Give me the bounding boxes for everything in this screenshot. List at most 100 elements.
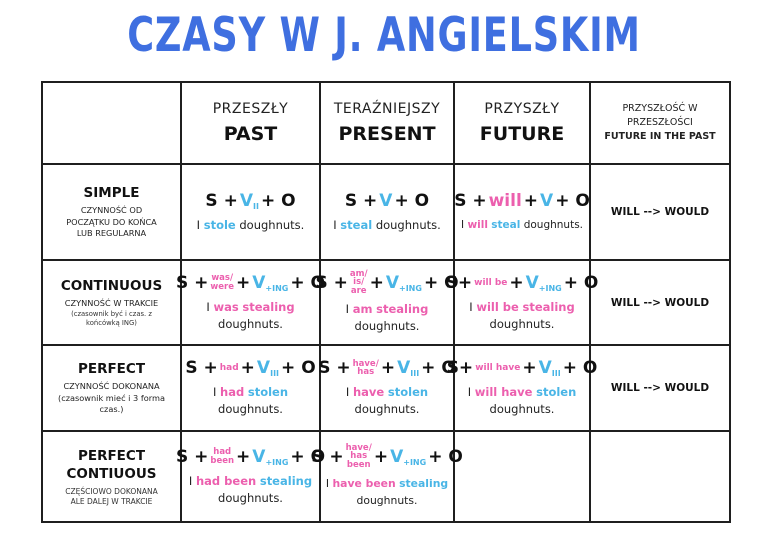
formula-auxiliary: am/is/are <box>349 268 368 296</box>
formula-object: + O <box>260 190 296 211</box>
formula: S + have/has + VIII + O <box>318 358 456 378</box>
formula-verb: V+ING <box>385 272 422 293</box>
row-name: PERFECT <box>77 447 146 464</box>
row-name: CONTIUOUS <box>66 465 157 482</box>
row-desc: CZYNNOŚĆ OD <box>80 205 143 216</box>
header-future-pl: PRZYSZŁY <box>484 101 560 117</box>
tenses-table: PRZESZŁY PAST TERAŹNIEJSZY PRESENT PRZYS… <box>41 81 731 523</box>
header-present-en: PRESENT <box>338 123 436 145</box>
header-future-in-past: PRZYSZŁOŚĆ W PRZESZŁOŚCI FUTURE IN THE P… <box>589 81 731 165</box>
would-rule: WILL --> WOULD <box>610 382 710 394</box>
example-sentence: I will be stealing doughnuts. <box>469 299 575 331</box>
formula-subject: S + <box>454 190 487 211</box>
row-name: CONTINUOUS <box>60 277 163 294</box>
example-sentence: I had been stealing doughnuts. <box>188 473 313 505</box>
formula: S + have/has been + V+ING + O <box>311 442 463 470</box>
formula: S + had been + V+ING + O <box>175 446 326 467</box>
row-note: (czasownik być i czas. z <box>71 310 152 319</box>
header-past: PRZESZŁY PAST <box>180 81 321 165</box>
formula-object: + O <box>394 190 430 211</box>
formula-auxiliary: will have <box>475 363 521 373</box>
header-fitp-pl2: PRZESZŁOŚCI <box>627 117 693 128</box>
formula-verb: V <box>540 190 554 211</box>
header-future: PRZYSZŁY FUTURE <box>453 81 591 165</box>
formula-subject: S + <box>205 190 238 211</box>
cell-past-perfect-continuous: S + had been + V+ING + O I had been steal… <box>175 430 326 523</box>
formula-auxiliary: was/were <box>210 273 234 292</box>
example-sentence: I have stolen doughnuts. <box>345 385 429 416</box>
row-label-simple: SIMPLE CZYNNOŚĆ OD POCZĄTKU DO KOŃCA LUB… <box>41 163 182 261</box>
cell-fitp-simple: WILL --> WOULD <box>589 163 731 261</box>
formula: S + V + O <box>323 191 451 211</box>
header-past-en: PAST <box>223 123 278 145</box>
cell-present-continuous: S + am/is/are + V+ING + O I am stealing d… <box>315 259 459 346</box>
row-desc: CZĘŚCIOWO DOKONANA <box>65 486 158 496</box>
row-perfect-continuous: PERFECT CONTIUOUS CZĘŚCIOWO DOKONANA ALE… <box>41 430 731 523</box>
header-fitp-en: FUTURE IN THE PAST <box>604 131 716 142</box>
formula-verb: V+ING <box>252 272 289 293</box>
formula: S+ will be + V+ING + O <box>445 272 599 293</box>
header-fitp-pl1: PRZYSZŁOŚĆ W <box>622 103 698 114</box>
cell-future-perfect-continuous <box>453 430 591 523</box>
formula-verb: VII <box>239 190 259 211</box>
cell-fitp-perfect: WILL --> WOULD <box>589 344 731 432</box>
row-perfect: PERFECT CZYNNOŚĆ DOKONANA (czasownik mie… <box>41 344 731 432</box>
formula-verb: V+ING <box>390 446 427 467</box>
formula-object: + O <box>555 190 590 211</box>
cell-present-perfect-continuous: S + have/has been + V+ING + O I have been… <box>311 430 463 523</box>
formula-auxiliary: have/has <box>352 358 379 377</box>
row-note: końcówką ING) <box>86 319 137 328</box>
formula: S + had + VIII + O <box>185 358 316 378</box>
formula-verb: V+ING <box>252 446 289 467</box>
cell-present-simple: S + V + O I steal doughnuts. <box>319 163 455 261</box>
example-sentence: I stole doughnuts. <box>196 217 305 232</box>
row-desc: ALE DALEJ W TRAKCIE <box>70 496 153 506</box>
formula-auxiliary: had <box>219 363 239 373</box>
example-sentence: I steal doughnuts. <box>333 217 441 232</box>
example-sentence: I was stealing doughnuts. <box>206 299 295 331</box>
row-desc: CZYNNOŚĆ DOKONANA <box>63 381 160 392</box>
would-rule: WILL --> WOULD <box>610 296 710 309</box>
cell-future-continuous: S+ will be + V+ING + O I will be stealin… <box>445 259 599 346</box>
row-name: SIMPLE <box>83 185 140 202</box>
page-title: CZASY W J. ANGIELSKIM <box>127 8 641 63</box>
formula-verb: V <box>379 190 393 211</box>
formula-auxiliary: will <box>488 190 522 211</box>
formula-verb: VIII <box>397 358 420 378</box>
row-note: czas.) <box>99 404 124 415</box>
cell-past-simple: S + VII + O I stole doughnuts. <box>180 163 321 261</box>
formula-auxiliary: have/has been <box>345 442 372 470</box>
row-label-perfect: PERFECT CZYNNOŚĆ DOKONANA (czasownik mie… <box>41 344 182 432</box>
cell-fitp-perfect-continuous <box>589 430 731 523</box>
example-sentence: I will have stolen doughnuts. <box>467 385 577 416</box>
formula-subject: S + <box>344 190 378 211</box>
header-present-pl: TERAŹNIEJSZY <box>333 101 441 117</box>
row-desc: LUB REGULARNA <box>76 228 147 239</box>
formula-verb: V+ING <box>525 272 562 293</box>
example-sentence: I have been stealing doughnuts. <box>325 477 449 508</box>
row-label-continuous: CONTINUOUS CZYNNOŚĆ W TRAKCIE (czasownik… <box>41 259 182 346</box>
cell-past-continuous: S + was/were + V+ING + O I was stealing d… <box>176 259 325 346</box>
header-past-pl: PRZESZŁY <box>212 101 289 117</box>
row-note: (czasownik mieć i 3 forma <box>58 392 165 403</box>
header-future-en: FUTURE <box>479 123 565 145</box>
formula-verb: VIII <box>538 358 561 378</box>
corner-cell <box>41 81 182 165</box>
formula-auxiliary: had been <box>210 447 235 466</box>
row-simple: SIMPLE CZYNNOŚĆ OD POCZĄTKU DO KOŃCA LUB… <box>41 163 731 261</box>
formula-auxiliary: will be <box>474 277 508 288</box>
header-row: PRZESZŁY PAST TERAŹNIEJSZY PRESENT PRZYS… <box>41 81 731 165</box>
cell-present-perfect: S + have/has + VIII + O I have stolen dou… <box>318 344 456 432</box>
would-rule: WILL --> WOULD <box>610 206 710 218</box>
cell-past-perfect: S + had + VIII + O I had stolen doughnuts… <box>180 344 321 432</box>
row-desc: CZYNNOŚĆ W TRAKCIE <box>64 297 159 308</box>
formula: S + was/were + V+ING + O <box>176 272 325 293</box>
cell-future-simple: S + will + V + O I will steal doughnuts. <box>453 163 591 261</box>
header-present: TERAŹNIEJSZY PRESENT <box>319 81 455 165</box>
cell-future-perfect: S+ will have + VIII + O I will have stol… <box>447 344 597 432</box>
row-label-perfect-continuous: PERFECT CONTIUOUS CZĘŚCIOWO DOKONANA ALE… <box>41 430 182 523</box>
formula-verb: VIII <box>256 358 280 378</box>
formula: S + will + V + O <box>454 190 590 211</box>
cell-fitp-continuous: WILL --> WOULD <box>589 259 731 346</box>
formula: S + VII + O <box>184 191 317 211</box>
